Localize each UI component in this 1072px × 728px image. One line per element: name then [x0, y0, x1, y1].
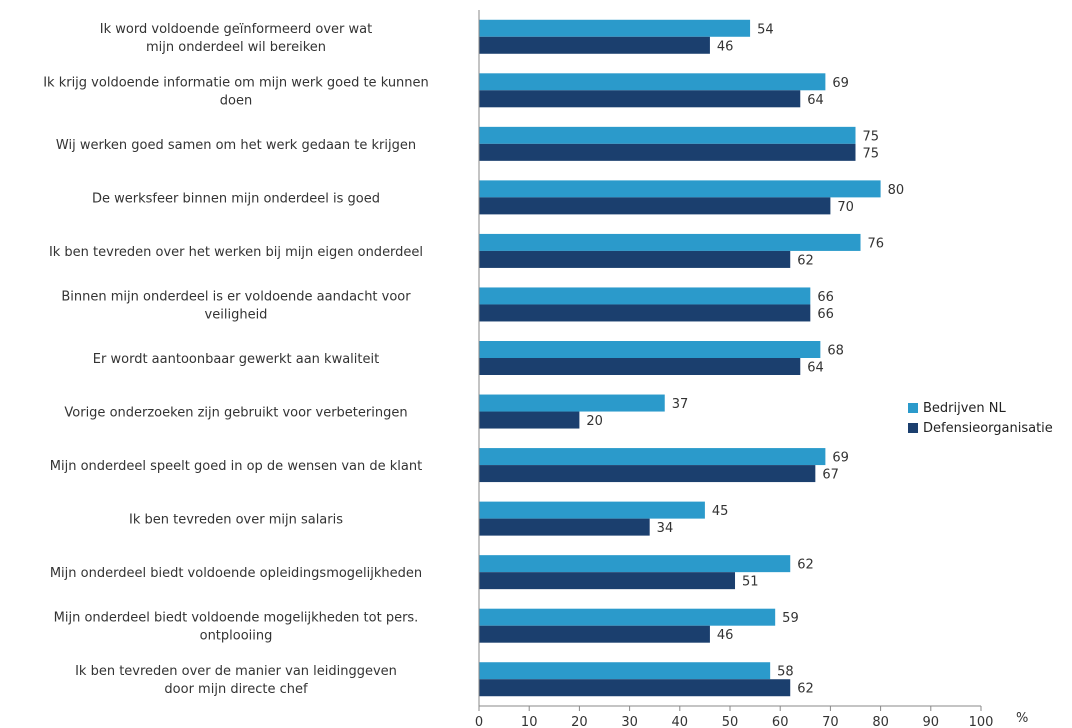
bar-defensieorganisatie-1	[479, 90, 801, 108]
value-label-defensieorganisatie-0: 46	[717, 39, 734, 54]
x-tick-label-70: 70	[822, 715, 839, 728]
bar-defensieorganisatie-0	[479, 36, 710, 54]
category-label-11: Mijn onderdeel biedt voldoende mogelijkh…	[54, 611, 419, 644]
category-label-5: Binnen mijn onderdeel is er voldoende aa…	[61, 289, 411, 322]
bars-group	[479, 19, 881, 697]
bar-defensieorganisatie-7	[479, 411, 580, 429]
x-tick-label-20: 20	[571, 715, 588, 728]
value-label-bedrijven-nl-11: 59	[782, 611, 799, 626]
bar-bedrijven-nl-5	[479, 287, 811, 305]
x-tick-label-0: 0	[475, 715, 483, 728]
bar-bedrijven-nl-4	[479, 233, 861, 251]
bar-defensieorganisatie-3	[479, 197, 831, 215]
value-label-bedrijven-nl-7: 37	[672, 397, 689, 412]
bar-defensieorganisatie-10	[479, 572, 736, 590]
bar-defensieorganisatie-2	[479, 143, 856, 161]
value-label-bedrijven-nl-4: 76	[868, 236, 885, 251]
category-label-0: Ik word voldoende geïnformeerd over wat m…	[100, 22, 372, 55]
category-labels: Ik word voldoende geïnformeerd over wat m…	[43, 22, 429, 697]
value-label-bedrijven-nl-1: 69	[832, 76, 849, 91]
category-label-2: Wij werken goed samen om het werk gedaan…	[56, 138, 416, 153]
value-label-defensieorganisatie-12: 62	[797, 682, 814, 697]
category-label-10: Mijn onderdeel biedt voldoende opleiding…	[50, 566, 422, 581]
bar-bedrijven-nl-3	[479, 180, 881, 198]
x-tick-label-30: 30	[621, 715, 638, 728]
x-tick-label-40: 40	[672, 715, 689, 728]
bar-bedrijven-nl-0	[479, 19, 751, 37]
bar-bedrijven-nl-6	[479, 341, 821, 358]
value-label-bedrijven-nl-6: 68	[827, 344, 844, 359]
value-labels: 5446696475758070766266666864372069674534…	[586, 22, 904, 696]
legend: Bedrijven NL Defensieorganisatie	[908, 398, 1053, 438]
bar-bedrijven-nl-2	[479, 126, 856, 144]
legend-item-bedrijven-nl: Bedrijven NL	[908, 398, 1053, 418]
value-label-defensieorganisatie-6: 64	[807, 361, 824, 376]
bar-bedrijven-nl-9	[479, 501, 705, 519]
bar-bedrijven-nl-8	[479, 448, 826, 466]
bar-bedrijven-nl-1	[479, 73, 826, 91]
category-label-3: De werksfeer binnen mijn onderdeel is go…	[92, 191, 380, 206]
x-tick-label-90: 90	[923, 715, 940, 728]
category-label-4: Ik ben tevreden over het werken bij mijn…	[49, 245, 423, 260]
category-label-1: Ik krijg voldoende informatie om mijn we…	[43, 75, 429, 108]
value-label-defensieorganisatie-4: 62	[797, 253, 814, 268]
category-label-6: Er wordt aantoonbaar gewerkt aan kwalite…	[93, 352, 379, 367]
value-label-defensieorganisatie-5: 66	[817, 307, 834, 322]
legend-item-defensieorganisatie: Defensieorganisatie	[908, 418, 1053, 438]
value-label-bedrijven-nl-9: 45	[712, 504, 729, 519]
bar-defensieorganisatie-8	[479, 465, 816, 483]
value-label-defensieorganisatie-11: 46	[717, 628, 734, 643]
x-axis-unit-label: %	[1016, 711, 1028, 726]
value-label-bedrijven-nl-3: 80	[888, 183, 905, 198]
x-tick-label-10: 10	[521, 715, 538, 728]
value-label-defensieorganisatie-1: 64	[807, 93, 824, 108]
value-label-bedrijven-nl-8: 69	[832, 451, 849, 466]
x-axis-ticks: 0 10 20 30 40 50 60 70 80 90 100	[475, 706, 994, 728]
value-label-defensieorganisatie-10: 51	[742, 575, 759, 590]
value-label-defensieorganisatie-2: 75	[863, 146, 880, 161]
legend-swatch-bedrijven-nl	[908, 403, 918, 413]
legend-label-defensieorganisatie: Defensieorganisatie	[923, 420, 1053, 436]
value-label-bedrijven-nl-5: 66	[817, 290, 834, 305]
x-tick-label-50: 50	[722, 715, 739, 728]
bar-defensieorganisatie-6	[479, 358, 801, 375]
value-label-defensieorganisatie-8: 67	[822, 468, 839, 483]
value-label-bedrijven-nl-10: 62	[797, 558, 814, 573]
value-label-defensieorganisatie-3: 70	[837, 200, 854, 215]
bar-bedrijven-nl-12	[479, 662, 771, 680]
x-tick-label-80: 80	[872, 715, 889, 728]
legend-swatch-defensieorganisatie	[908, 423, 918, 433]
bar-defensieorganisatie-4	[479, 250, 791, 268]
bar-defensieorganisatie-11	[479, 625, 710, 643]
category-label-8: Mijn onderdeel speelt goed in op de wens…	[50, 459, 422, 474]
value-label-bedrijven-nl-0: 54	[757, 22, 774, 37]
value-label-bedrijven-nl-2: 75	[863, 129, 880, 144]
category-label-12: Ik ben tevreden over de manier van leidi…	[75, 664, 397, 697]
bar-defensieorganisatie-9	[479, 518, 650, 536]
bar-defensieorganisatie-5	[479, 304, 811, 322]
bar-bedrijven-nl-11	[479, 608, 776, 626]
x-tick-label-60: 60	[772, 715, 789, 728]
bar-bedrijven-nl-10	[479, 555, 791, 573]
value-label-bedrijven-nl-12: 58	[777, 665, 794, 680]
category-label-9: Ik ben tevreden over mijn salaris	[129, 513, 343, 528]
category-label-7: Vorige onderzoeken zijn gebruikt voor ve…	[64, 406, 407, 421]
value-label-defensieorganisatie-7: 20	[586, 414, 603, 429]
legend-label-bedrijven-nl: Bedrijven NL	[923, 400, 1006, 416]
bar-bedrijven-nl-7	[479, 394, 665, 412]
value-label-defensieorganisatie-9: 34	[657, 521, 674, 536]
x-tick-label-100: 100	[969, 715, 994, 728]
bar-defensieorganisatie-12	[479, 679, 791, 697]
